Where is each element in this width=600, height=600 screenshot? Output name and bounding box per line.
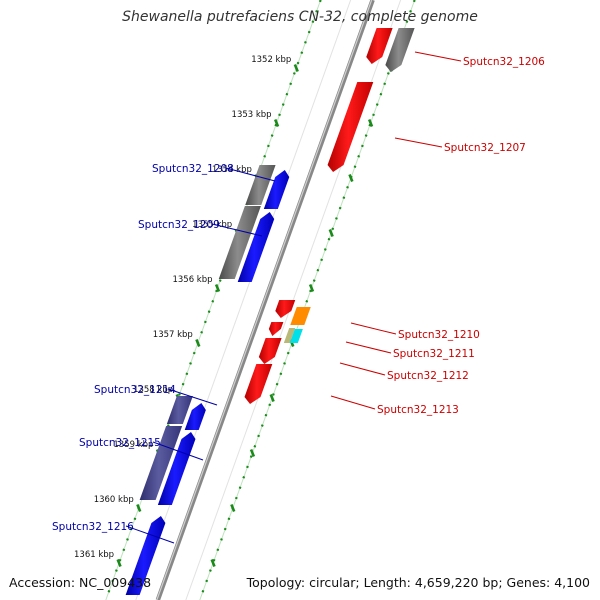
- gene-feature[interactable]: [237, 212, 275, 282]
- accession-text: Accession: NC_009438: [9, 575, 152, 590]
- gene-feature[interactable]: [385, 28, 415, 72]
- gene-feature[interactable]: [263, 170, 290, 209]
- gene-feature[interactable]: [268, 322, 284, 336]
- gene-feature[interactable]: [184, 403, 206, 430]
- gene-label[interactable]: Sputcn32_1207: [444, 142, 526, 154]
- gene-features: [125, 28, 415, 595]
- gene-leader-line: [350, 322, 397, 335]
- gene-label[interactable]: Sputcn32_1208: [152, 163, 234, 175]
- gene-label[interactable]: Sputcn32_1206: [463, 56, 545, 68]
- genome-summary-text: Topology: circular; Length: 4,659,220 bp…: [246, 575, 590, 590]
- gene-leader-line: [345, 341, 392, 354]
- tick-mark: [214, 284, 221, 292]
- gene-label[interactable]: Sputcn32_1213: [377, 404, 459, 416]
- gene-leader-line: [152, 441, 204, 461]
- gene-label[interactable]: Sputcn32_1211: [393, 348, 475, 360]
- gene-feature[interactable]: [245, 165, 276, 205]
- gene-leader-line: [414, 51, 462, 62]
- tick-mark: [348, 174, 354, 182]
- gene-leader-line: [339, 362, 386, 376]
- gene-feature[interactable]: [125, 516, 166, 595]
- tick-mark: [249, 449, 256, 457]
- tick-label: 1355 kbp: [192, 220, 232, 230]
- tick-mark: [136, 504, 142, 512]
- gene-feature[interactable]: [258, 338, 282, 364]
- gene-feature[interactable]: [327, 82, 374, 172]
- page-title: Shewanella putrefaciens CN-32, complete …: [122, 9, 478, 25]
- tick-mark: [273, 119, 280, 127]
- gene-leader-line: [211, 223, 263, 237]
- gene-feature[interactable]: [283, 328, 296, 343]
- tick-mark: [367, 119, 374, 127]
- tick-label: 1357 kbp: [153, 330, 193, 340]
- gene-feature[interactable]: [366, 28, 393, 64]
- tick-mark: [269, 394, 275, 402]
- tick-label: 1360 kbp: [94, 495, 134, 505]
- gene-feature[interactable]: [244, 364, 273, 404]
- tick-label: 1353 kbp: [232, 110, 272, 120]
- tick-label: 1361 kbp: [74, 550, 114, 560]
- gene-label[interactable]: Sputcn32_1210: [398, 329, 480, 341]
- tick-mark: [230, 504, 236, 512]
- tick-mark: [293, 64, 299, 72]
- tick-mark: [308, 284, 315, 292]
- tick-label: 1359 kbp: [113, 440, 153, 450]
- gene-leader-line: [225, 167, 276, 182]
- tick-label: 1352 kbp: [251, 55, 291, 65]
- gene-feature[interactable]: [166, 396, 193, 424]
- genome-backbone: [155, 0, 375, 600]
- gene-leader-line: [394, 137, 443, 148]
- gene-leader-line: [125, 525, 175, 544]
- backbone-line: [155, 0, 375, 600]
- gene-feature[interactable]: [218, 206, 261, 279]
- gene-labels: Sputcn32_1206 Sputcn32_1207 Sputcn32_1208 S…: [52, 51, 545, 544]
- gene-feature[interactable]: [139, 426, 183, 500]
- gene-label[interactable]: Sputcn32_1214: [94, 384, 176, 396]
- tick-label: 1358 kbp: [133, 385, 173, 395]
- tick-mark: [210, 559, 216, 567]
- gene-feature[interactable]: [275, 300, 296, 318]
- gene-label[interactable]: Sputcn32_1216: [52, 521, 134, 533]
- tick-label: 1356 kbp: [172, 275, 212, 285]
- gene-feature[interactable]: [289, 329, 303, 343]
- gene-leader-line: [330, 395, 376, 410]
- tick-mark: [116, 559, 122, 567]
- gene-leader-line: [167, 388, 218, 406]
- gene-label[interactable]: Sputcn32_1209: [138, 219, 220, 231]
- tick-mark: [328, 229, 334, 237]
- gene-feature[interactable]: [157, 432, 196, 505]
- gene-label[interactable]: Sputcn32_1215: [79, 437, 161, 449]
- gene-label[interactable]: Sputcn32_1212: [387, 370, 469, 382]
- tick-mark: [195, 339, 201, 347]
- gene-feature[interactable]: [290, 307, 311, 325]
